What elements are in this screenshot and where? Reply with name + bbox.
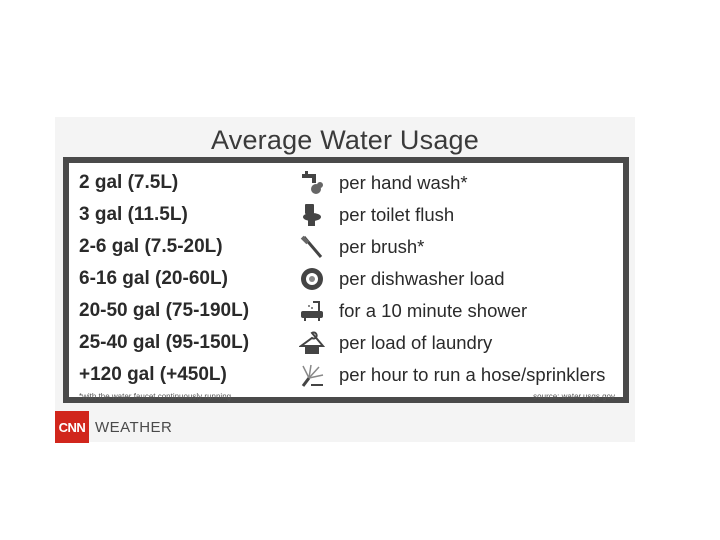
toilet-icon (303, 204, 321, 226)
usage-description: per brush* (339, 236, 425, 257)
usage-description: per toilet flush (339, 204, 455, 225)
usage-row: 20-50 gal (75-190L) for a 10 minute show… (69, 295, 623, 327)
graphic-title: Average Water Usage (211, 125, 479, 155)
water-usage-graphic: Average Water Usage 2 gal (7.5L) per han… (55, 117, 635, 443)
bathtub-shower-icon (301, 301, 323, 321)
source-note: source: water.usgs.gov (533, 392, 615, 401)
usage-amount: 2 gal (7.5L) (79, 172, 179, 193)
usage-table: 2 gal (7.5L) per hand wash* 3 gal (11.5L… (63, 157, 629, 403)
usage-description: per hour to run a hose/sprinklers (339, 364, 606, 385)
usage-amount: 20-50 gal (75-190L) (79, 300, 250, 321)
usage-description: per dishwasher load (339, 268, 505, 289)
brand-footer: CNN WEATHER (55, 411, 172, 443)
usage-amount: 6-16 gal (20-60L) (79, 268, 228, 289)
dishwasher-icon (301, 268, 323, 290)
usage-row: +120 gal (+450L) per hour to run a hose/… (69, 359, 623, 391)
toothbrush-icon (300, 235, 323, 258)
usage-row: 2-6 gal (7.5-20L) per brush* (69, 231, 623, 263)
usage-amount: 25-40 gal (95-150L) (79, 332, 250, 353)
laundry-hanger-icon (299, 331, 325, 354)
cnn-logo: CNN (55, 411, 89, 443)
usage-row: 3 gal (11.5L) per toilet flush (69, 199, 623, 231)
usage-row: 2 gal (7.5L) per hand wash* (69, 167, 623, 199)
usage-amount: 2-6 gal (7.5-20L) (79, 236, 223, 257)
footnote: *with the water faucet continuously runn… (79, 392, 232, 401)
sprinkler-icon (301, 364, 324, 387)
weather-label: WEATHER (95, 418, 173, 436)
usage-description: for a 10 minute shower (339, 300, 528, 321)
usage-description: per hand wash* (339, 172, 468, 193)
usage-row: 6-16 gal (20-60L) per dishwasher load (69, 263, 623, 295)
usage-amount: 3 gal (11.5L) (79, 204, 188, 225)
usage-amount: +120 gal (+450L) (79, 364, 227, 385)
usage-row: 25-40 gal (95-150L) per load of laundry (69, 327, 623, 359)
faucet-icon (302, 171, 323, 194)
usage-description: per load of laundry (339, 332, 493, 353)
